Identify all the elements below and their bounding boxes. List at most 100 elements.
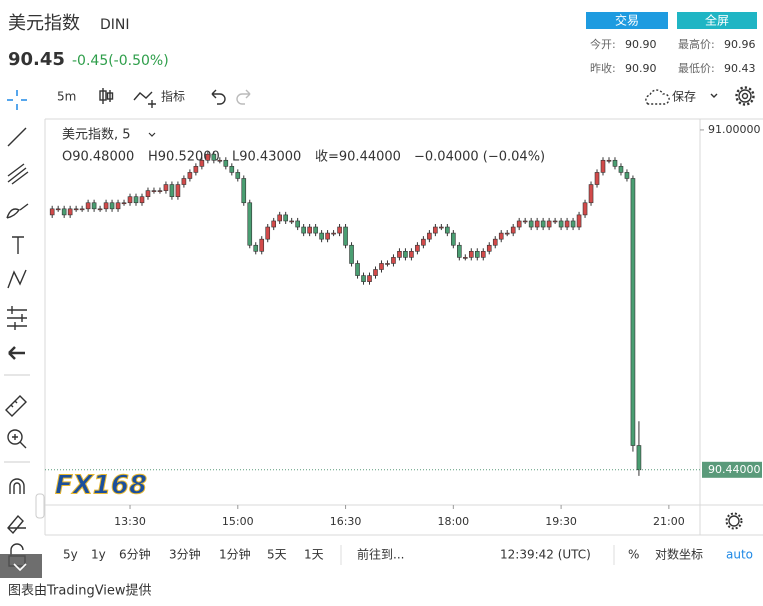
auto-toggle[interactable]: auto xyxy=(726,548,753,562)
candle-body xyxy=(223,159,229,167)
candle-body xyxy=(253,244,259,252)
range-button[interactable]: 1分钟 xyxy=(219,547,251,562)
goto-button[interactable]: 前往到... xyxy=(357,547,404,562)
stat-label: 今开: xyxy=(590,37,616,51)
panel-toggle[interactable] xyxy=(35,493,45,519)
toolbar-scroll[interactable] xyxy=(0,554,42,578)
text-tool[interactable] xyxy=(12,236,24,254)
pattern-tool[interactable] xyxy=(7,269,27,289)
candle-body xyxy=(229,166,235,173)
candle-body xyxy=(169,184,175,197)
x-tick-label: 19:30 xyxy=(545,515,577,528)
candle-body xyxy=(319,232,324,240)
save-menu-arrow[interactable] xyxy=(710,93,718,98)
candle-body xyxy=(187,172,193,179)
candle-body xyxy=(570,220,576,228)
candle-body xyxy=(247,202,253,246)
trade-button[interactable] xyxy=(586,12,668,29)
range-button[interactable]: 3分钟 xyxy=(169,547,201,562)
candle-body xyxy=(355,263,360,276)
brush-tool[interactable] xyxy=(6,203,29,219)
candle-body xyxy=(528,220,534,228)
candle-body xyxy=(301,226,306,234)
chart-type-button[interactable] xyxy=(99,88,114,104)
candle-body xyxy=(157,190,163,192)
candle-body xyxy=(630,178,636,446)
plot: 91.00000 13:30 15:00 16:30 18:00 19:30 21:00 90… xyxy=(45,123,762,528)
candle-body xyxy=(217,159,223,162)
hide-toolbar-button[interactable] xyxy=(8,346,25,360)
range-button[interactable]: 5天 xyxy=(267,548,287,562)
stat-label: 最低价: xyxy=(678,62,715,75)
instrument-title: 美元指数 xyxy=(8,13,80,34)
candle-body xyxy=(439,226,444,229)
candle-body xyxy=(606,159,612,162)
candle-body xyxy=(522,220,528,223)
candle-body xyxy=(409,251,414,258)
percent-toggle[interactable]: % xyxy=(628,548,639,562)
zoom-tool[interactable] xyxy=(7,429,27,449)
candle-body xyxy=(415,244,420,252)
candle-body xyxy=(492,238,498,246)
candle-body xyxy=(199,159,205,167)
candle-body xyxy=(451,232,456,246)
candle-body xyxy=(463,257,468,259)
candle-body xyxy=(498,232,504,240)
log-toggle[interactable]: 对数坐标 xyxy=(655,547,703,562)
candle-body xyxy=(361,275,366,282)
chart-frame xyxy=(44,118,763,536)
footer-credit: 图表由TradingView提供 xyxy=(8,583,152,599)
candle-body xyxy=(552,220,558,223)
candle-body xyxy=(540,220,546,228)
candle-body xyxy=(295,220,300,228)
candle-body xyxy=(612,159,618,167)
fullscreen-button-label[interactable]: 全屏 xyxy=(705,13,729,28)
trend-line-tool[interactable] xyxy=(7,127,27,147)
candle-body xyxy=(259,238,265,252)
candle-body xyxy=(421,238,426,246)
range-button[interactable]: 1天 xyxy=(304,548,324,562)
candle-body xyxy=(145,190,151,197)
interval-button[interactable]: 5m xyxy=(57,90,76,104)
measure-tool[interactable] xyxy=(5,395,27,417)
fullscreen-button[interactable] xyxy=(677,12,757,29)
ohlc-legend: O90.48000 xyxy=(62,150,134,165)
candle-body xyxy=(468,251,474,258)
chart-title-menu[interactable] xyxy=(148,132,156,137)
prediction-tool[interactable] xyxy=(7,306,27,330)
trade-button-label[interactable]: 交易 xyxy=(615,13,639,28)
candle-body xyxy=(331,232,336,235)
x-tick-label: 16:30 xyxy=(330,515,362,528)
fib-tool[interactable] xyxy=(7,163,29,185)
save-button[interactable]: 保存 xyxy=(672,90,696,104)
range-button[interactable]: 5y xyxy=(63,548,78,562)
candle-body xyxy=(313,226,318,234)
candle-body xyxy=(636,445,642,471)
indicators-icon[interactable] xyxy=(133,91,156,108)
range-button[interactable]: 1y xyxy=(91,548,106,562)
stat-value: 90.90 xyxy=(625,62,657,75)
range-button[interactable]: 6分钟 xyxy=(119,547,151,562)
redo-button[interactable] xyxy=(236,89,251,105)
candle-body xyxy=(594,172,600,185)
candle-body xyxy=(325,232,330,240)
stat-value: 90.96 xyxy=(724,38,756,51)
crosshair-tool[interactable] xyxy=(7,90,27,110)
candle-body xyxy=(73,208,79,211)
candle-body xyxy=(582,202,588,216)
stay-drawing-tool[interactable] xyxy=(7,514,26,535)
candle-body xyxy=(271,220,277,228)
time-axis-settings[interactable] xyxy=(725,512,743,530)
indicators-button[interactable]: 指标 xyxy=(161,89,185,104)
magnet-tool[interactable] xyxy=(9,478,25,494)
candle-body xyxy=(61,208,67,216)
ohlc-legend: L90.43000 xyxy=(232,150,301,165)
ohlc-legend: −0.04000 (−0.04%) xyxy=(414,150,545,165)
candle-body xyxy=(103,202,109,210)
candle-body xyxy=(109,202,115,210)
undo-button[interactable] xyxy=(211,89,226,105)
toolbar-scroll-arrow[interactable] xyxy=(13,563,27,572)
candle-body xyxy=(564,220,570,228)
settings-button[interactable] xyxy=(735,86,755,106)
